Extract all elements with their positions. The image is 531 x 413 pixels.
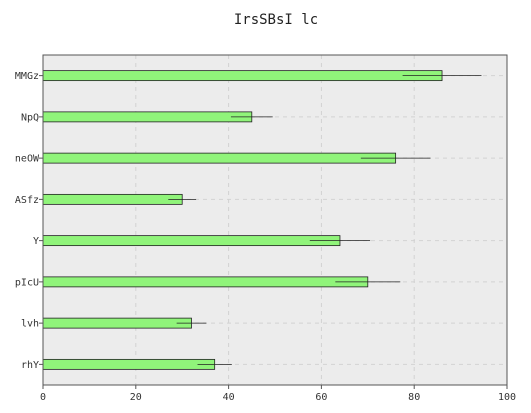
- bar-pIcU: [42, 276, 369, 288]
- x-tick-label: 60: [315, 392, 327, 403]
- x-tick-label: 100: [498, 392, 516, 403]
- plot-frame: [42, 54, 508, 386]
- y-tick-label: NpQ: [21, 112, 39, 123]
- x-axis-ticks: 0 20 40 60 80 100: [40, 385, 516, 403]
- x-tick-label: 80: [408, 392, 420, 403]
- y-tick-label: ASfz: [15, 195, 39, 206]
- error-bars: [168, 75, 482, 365]
- y-tick-label: neOW: [15, 154, 40, 165]
- x-tick-label: 40: [223, 392, 235, 403]
- bar-lvh: [42, 317, 192, 329]
- bar-ASfz: [42, 193, 183, 205]
- y-tick-label: MMGz: [15, 71, 39, 82]
- chart-title: IrsSBsI lc: [234, 12, 318, 28]
- plot-area: [43, 55, 507, 385]
- bar-rhY: [42, 358, 216, 370]
- y-tick-label: Y: [33, 236, 39, 247]
- bar-Y: [42, 235, 341, 247]
- bar-neOW: [42, 152, 397, 164]
- bar-MMGz: [42, 70, 443, 82]
- y-tick-label: rhY: [21, 360, 39, 371]
- y-tick-label: pIcU: [15, 277, 39, 288]
- y-tick-label: lvh: [21, 319, 39, 330]
- x-tick-label: 0: [40, 392, 46, 403]
- bar-NpQ: [42, 111, 253, 123]
- x-tick-label: 20: [130, 392, 142, 403]
